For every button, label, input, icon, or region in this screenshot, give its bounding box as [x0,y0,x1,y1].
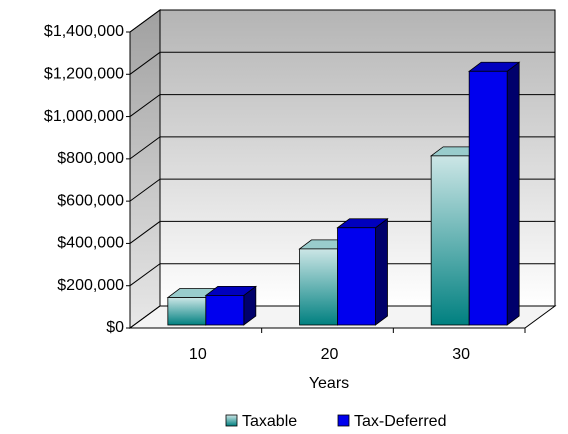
grid-line [129,9,555,33]
grid-line [129,305,555,329]
bar [299,248,338,326]
y-tick-label: $1,400,000 [44,23,124,40]
y-tick-label: $1,000,000 [44,108,124,125]
bar [205,294,245,326]
bar [167,297,207,326]
bar [430,155,470,326]
x-tick-label: 20 [321,346,339,363]
side-wall [129,9,161,329]
grid-line [129,263,555,287]
y-tick-label: $200,000 [57,277,124,294]
x-tick-label: 10 [189,346,207,363]
bar [468,70,508,326]
bar-side [375,217,388,326]
grid-line [129,94,555,117]
bar-side [506,61,520,326]
legend-swatch [225,414,238,427]
y-tick-label: $800,000 [57,150,124,167]
y-tick-label: $0 [106,319,124,336]
x-axis-title: Years [309,375,349,392]
y-tick-label: $400,000 [57,235,124,252]
y-tick-label: $600,000 [57,192,124,209]
grid-line [129,220,555,244]
bar [337,227,376,326]
grid-line [129,51,555,75]
grid-line [129,136,555,160]
legend-label: Tax-Deferred [354,413,446,430]
x-tick-label: 30 [452,346,470,363]
legend-label: Taxable [242,413,297,430]
grid-line [129,178,555,202]
legend-swatch [337,414,350,427]
y-tick-label: $1,200,000 [44,66,124,83]
